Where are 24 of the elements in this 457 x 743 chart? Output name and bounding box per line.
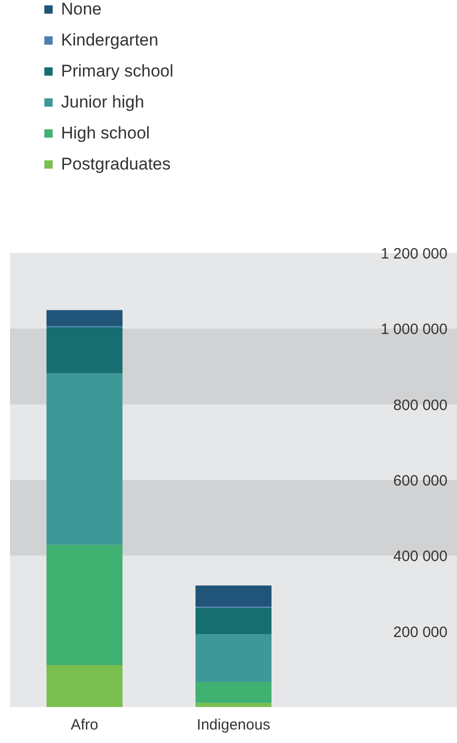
- bar: [196, 682, 272, 703]
- bar: [196, 586, 272, 607]
- y-tick-label: 1 000 000: [380, 321, 448, 338]
- y-tick-label: 400 000: [393, 548, 448, 566]
- legend-label: Junior high: [61, 92, 144, 112]
- legend-label: Primary school: [61, 62, 174, 80]
- bar: [196, 702, 272, 707]
- legend-label: High school: [61, 124, 150, 142]
- y-tick-label: 200 000: [393, 624, 448, 641]
- legend-label: None: [61, 0, 102, 18]
- y-tick-label: 800 000: [393, 396, 448, 414]
- bar: [46, 327, 122, 374]
- y-tick-label: 1 200 000: [380, 246, 448, 262]
- bar: [196, 634, 272, 682]
- y-tick-label: 600 000: [393, 472, 448, 490]
- legend-label: Postgraduates: [61, 154, 171, 174]
- x-tick-label: Afro: [70, 716, 98, 734]
- bar: [196, 608, 272, 634]
- bar: [46, 665, 122, 707]
- x-tick-label: Indigenous: [196, 716, 270, 734]
- bar: [46, 544, 122, 666]
- bar: [46, 310, 122, 326]
- bar: [46, 373, 122, 545]
- legend-label: Kindergarten: [61, 30, 158, 50]
